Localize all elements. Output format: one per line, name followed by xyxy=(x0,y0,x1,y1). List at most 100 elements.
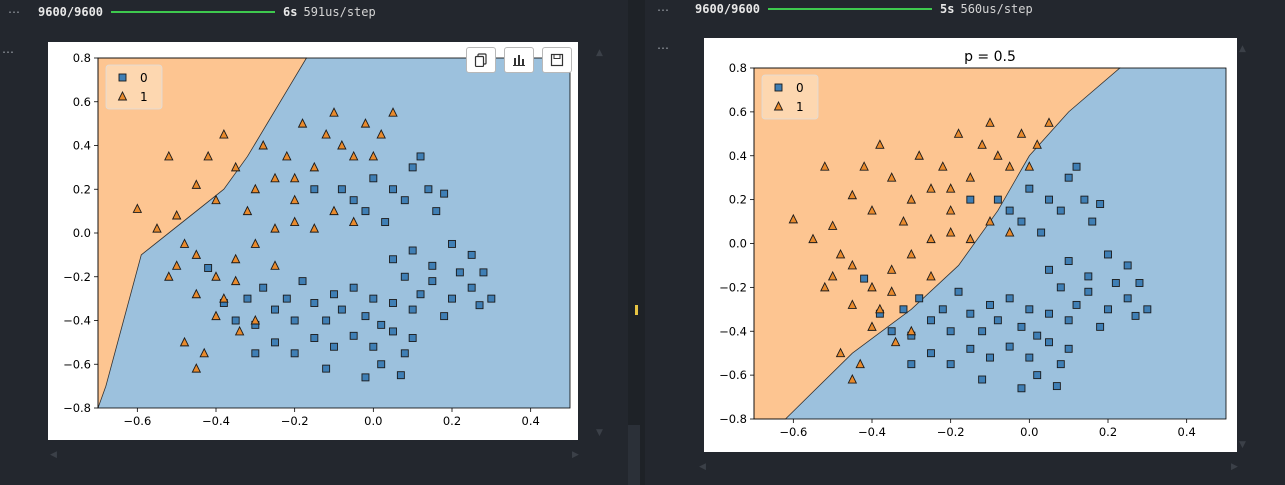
class-1-point xyxy=(211,271,221,281)
x-tick-label: −0.6 xyxy=(779,425,807,439)
class-1-point xyxy=(820,281,830,292)
class-0-point xyxy=(251,349,260,358)
class-0-point xyxy=(978,375,987,384)
pane-splitter[interactable] xyxy=(628,0,645,485)
class-0-point xyxy=(1056,283,1065,292)
class-0-point xyxy=(290,349,299,358)
progress-count: 9600/9600 xyxy=(38,5,104,19)
class-0-point xyxy=(927,349,935,358)
class-0-point xyxy=(1072,300,1081,309)
class-0-point xyxy=(408,305,417,314)
class-0-point xyxy=(1135,279,1144,287)
vertical-scrollbar[interactable] xyxy=(628,425,640,485)
class-0-point xyxy=(966,309,975,318)
chart-title: p = 0.5 xyxy=(964,49,1016,65)
class-0-point xyxy=(860,274,869,283)
class-0-point xyxy=(1037,228,1046,237)
x-tick-label: −0.2 xyxy=(281,414,309,428)
scroll-up-icon[interactable]: ▲ xyxy=(1239,44,1246,54)
scroll-right-icon[interactable]: ▶ xyxy=(572,450,579,460)
y-tick-label: −0.8 xyxy=(63,401,91,415)
class-0-point xyxy=(915,294,924,303)
class-1-point xyxy=(191,249,202,259)
scroll-left-icon[interactable]: ◀ xyxy=(699,462,706,472)
cell-more-icon[interactable]: … xyxy=(657,0,670,14)
class-0-point xyxy=(408,163,417,172)
cell-more-icon[interactable]: … xyxy=(8,2,21,16)
class-1-point xyxy=(282,150,292,161)
class-0-point xyxy=(1123,294,1132,303)
class-0-point xyxy=(1111,279,1120,287)
copy-figure-button[interactable] xyxy=(466,47,496,73)
class-0-point xyxy=(986,353,994,362)
class-1-point xyxy=(376,129,386,139)
legend-label: 1 xyxy=(140,90,148,104)
progress-rate: 591us/step xyxy=(303,5,376,19)
class-1-point xyxy=(171,260,182,270)
class-0-point xyxy=(1123,261,1132,270)
output-more-icon[interactable]: … xyxy=(657,38,670,52)
class-0-point xyxy=(400,196,409,205)
class-1-point xyxy=(993,150,1003,160)
class-0-point xyxy=(899,305,908,314)
class-0-point xyxy=(377,360,386,369)
class-1-point xyxy=(152,223,162,233)
class-0-point xyxy=(1088,217,1097,226)
figure-toolbar xyxy=(466,47,572,73)
class-1-point xyxy=(250,238,261,248)
class-1-point xyxy=(953,128,964,138)
class-0-point xyxy=(986,300,994,309)
bar-chart-icon xyxy=(513,55,525,66)
save-figure-button[interactable] xyxy=(542,47,572,73)
scroll-down-icon[interactable]: ▼ xyxy=(596,428,603,438)
class-1-point xyxy=(1032,139,1042,149)
class-1-point xyxy=(348,150,359,161)
class-0-point xyxy=(1064,344,1073,353)
class-1-point xyxy=(926,183,936,193)
class-0-point xyxy=(440,312,449,321)
class-0-point xyxy=(1064,257,1073,266)
y-tick-label: 0.8 xyxy=(73,51,91,65)
class-1-point xyxy=(219,129,229,139)
class-1-point xyxy=(289,194,300,205)
class-0-point xyxy=(330,290,338,299)
class-1-point xyxy=(926,270,936,281)
class-1-point xyxy=(820,161,830,171)
class-0-point xyxy=(381,218,390,227)
decision-boundary-chart-right: −0.6 −0.4 −0.2 0.0 0.2 0.4 0.8 0.6 0.4 0.2 0.0 −0.2… xyxy=(719,49,1227,439)
class-0-point xyxy=(298,277,307,286)
training-progress: 9600/9600 5s 560us/step xyxy=(695,1,1033,17)
class-0-point xyxy=(361,312,370,321)
class-0-point xyxy=(1025,184,1034,193)
x-tick-label: −0.4 xyxy=(858,425,886,439)
class-0-point xyxy=(396,371,405,380)
chart-view-button[interactable] xyxy=(504,47,534,73)
class-0-point xyxy=(369,294,378,303)
y-tick-label: 0.0 xyxy=(729,237,747,251)
class-1-point xyxy=(886,286,897,296)
class-0-point xyxy=(330,342,338,351)
figure-left: −0.6 −0.4 −0.2 0.0 0.2 0.4 0.8 0.6 0.4 0.2 0.0 −0.2… xyxy=(48,42,578,440)
progress-time: 6s xyxy=(283,5,298,19)
class-1-point xyxy=(867,281,877,292)
scroll-left-icon[interactable]: ◀ xyxy=(50,450,57,460)
class-0-point xyxy=(322,364,331,373)
class-1-point xyxy=(171,209,182,220)
class-1-point xyxy=(164,271,174,281)
class-0-point xyxy=(389,255,397,264)
scroll-up-icon[interactable]: ▲ xyxy=(596,48,603,58)
class-1-point xyxy=(965,233,976,244)
splitter-handle[interactable] xyxy=(635,305,638,315)
class-0-point xyxy=(243,294,252,303)
class-1-point xyxy=(945,227,956,237)
output-more-icon[interactable]: … xyxy=(2,42,15,56)
class-0-point xyxy=(389,327,397,336)
class-1-point xyxy=(875,139,885,149)
class-0-point xyxy=(440,189,449,198)
scroll-right-icon[interactable]: ▶ xyxy=(1231,462,1238,472)
legend-box xyxy=(761,74,819,120)
class-1-point xyxy=(179,336,190,347)
x-tick-label: −0.2 xyxy=(937,425,965,439)
y-tick-label: −0.4 xyxy=(719,324,747,338)
scroll-down-icon[interactable]: ▼ xyxy=(1239,440,1246,450)
